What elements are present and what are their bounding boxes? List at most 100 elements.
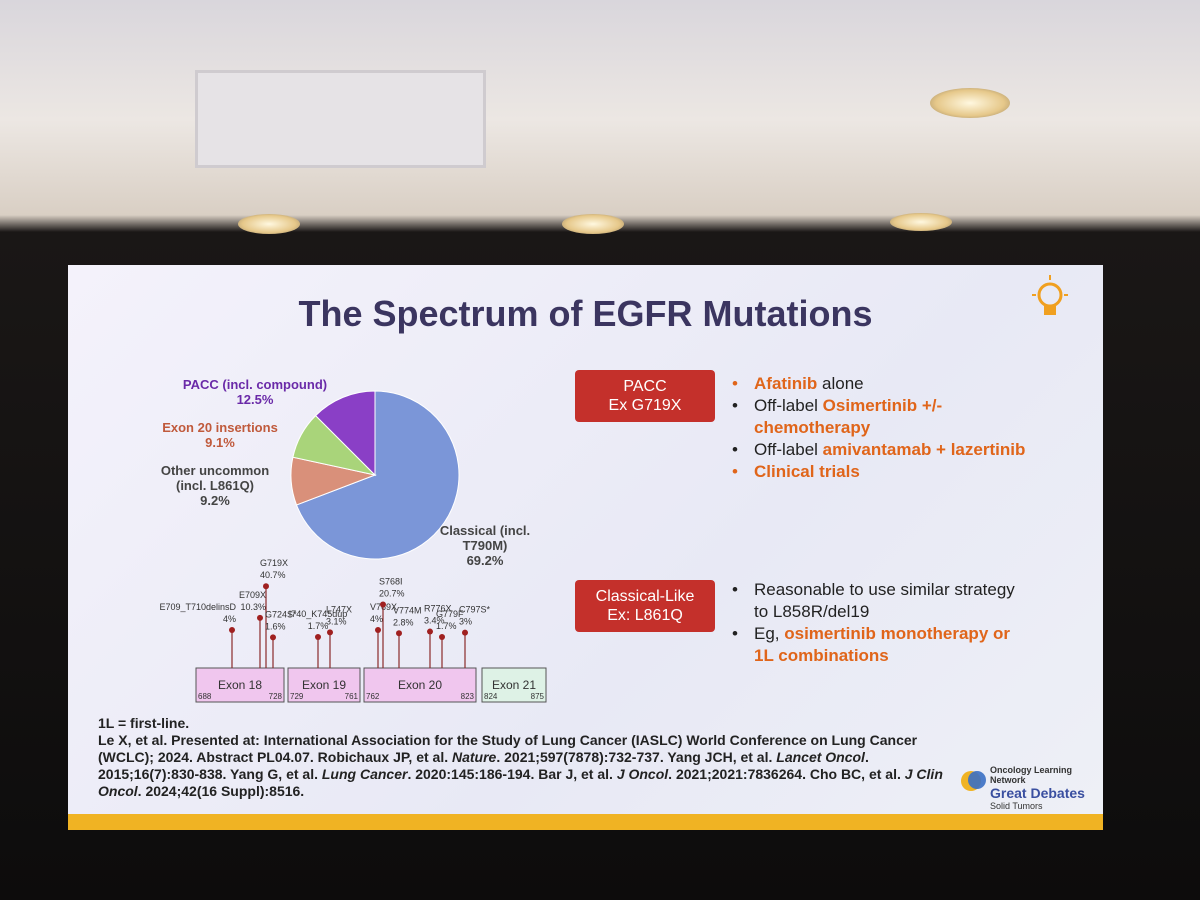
pie-label: Other uncommon (incl. L861Q) 9.2% [155,463,275,508]
footnotes: 1L = first-line. Le X, et al. Presented … [98,715,968,800]
mutation-dot [327,629,333,636]
pie-label: Exon 20 insertions 9.1% [150,420,290,450]
bullet-text: Clinical trials [754,462,860,481]
mutation-value: 1.7% [308,621,329,631]
footer-bar [68,814,1103,830]
mutation-value: 3.4% [424,616,445,626]
reference-text: . 2021;2021:7836264. Cho BC, et al. [668,766,905,782]
bullet-item: • Eg, osimertinib monotherapy or 1L combi… [728,623,1028,667]
logo-name: Great Debates [990,785,1085,801]
pie-slice [295,390,460,560]
pie-label: PACC (incl. compound) 12.5% [170,377,340,407]
bullet-text: Off-label [754,396,823,415]
bullet-item: • Afatinib alone [728,373,1028,395]
reference-text: Lancet Oncol [776,749,865,765]
exon-start: 762 [366,692,380,701]
mutation-value: 20.7% [379,589,405,599]
exon-start: 729 [290,692,304,701]
bullet-item: • Off-label amivantamab + lazertinib [728,439,1028,461]
exon-label: Exon 21 [492,678,536,692]
slide-title: The Spectrum of EGFR Mutations [298,293,873,334]
exon-box [363,667,477,703]
bullet-item: • Clinical trials [728,461,1028,483]
mutation-value: 10.3% [240,602,266,612]
mutation-value: 4% [370,614,383,624]
mutation-value: 3% [459,617,472,627]
pie-label: Classical (incl. T790M) 69.2% [430,523,540,568]
mutation-dot [257,614,263,621]
bullet-dot: • [732,624,738,643]
exon-box [195,667,285,703]
slide: The Spectrum of EGFR Mutations Exon 18 68… [68,265,1103,830]
category-label: Classical (incl. T790M) [439,523,531,553]
bullet-text: alone [817,374,864,393]
references: Le X, et al. Presented at: International… [98,732,968,800]
value-label: 9.2% [200,493,230,508]
mutation-value: 1.7% [436,621,457,631]
bullet-list: • Reasonable to use similar strategy to L… [728,579,1028,667]
bullet-item: • Off-label Osimertinib +/- chemotherapy [728,395,1028,439]
exon-label: Exon 18 [218,678,262,692]
strategy-label: Ex: L861Q [607,607,683,624]
reference-text: Nature [452,749,497,765]
bullet-list: • Afatinib alone • Off-label Osimertinib +/… [728,373,1028,483]
mutation-dot [315,633,321,640]
bullet-text: Afatinib [754,374,818,393]
logo: Oncology Learning Network Great Debates … [960,765,1100,811]
value-label: 69.2% [466,553,504,568]
mutation-dot [439,633,445,640]
mutation-value: 2.8% [393,617,414,627]
lightbulb-icon [1032,275,1068,315]
bullet-text: Reasonable to use similar strategy to L8… [754,580,1015,621]
ceiling-lamp [238,214,300,234]
mutation-name: R776X [424,604,452,614]
mutation-name: S768I [379,577,403,587]
reference-text: . 2020:145:186-194. Bar J, et al. [407,766,617,782]
reference-text: Le X, et al. Presented at: International… [98,732,918,765]
strategy-box: Classical-Like Ex: L861Q [575,580,715,632]
mutation-dot [427,628,433,635]
footnote: 1L = first-line. [98,715,190,731]
bullet-text: Off-label [754,440,823,459]
mutation-name: E709_T710delinsD [159,602,236,612]
reference-text: . 2015;16(7):830-838. Yang G, et al. [98,749,869,782]
exon-label: Exon 20 [398,678,442,692]
reference-text: J Clin Oncol [98,766,943,799]
exon-box [287,667,361,703]
mutation-name: G724S* [265,609,297,619]
bullet-dot: • [732,580,738,599]
mutation-name: G719X [260,558,288,568]
mutation-value: 3.1% [326,616,347,626]
reference-text: . 2024;42(16 Suppl):8516. [137,783,305,799]
mutation-name: G779F [436,609,464,619]
reference-text: J Oncol [616,766,669,782]
exon-end: 761 [345,692,359,701]
strategy-label: PACC [623,378,667,395]
category-label: Exon 20 insertions [162,420,278,435]
mutation-name: L747X [326,604,352,614]
exon-end: 823 [461,692,475,701]
ceiling-vent [195,70,486,168]
mutation-dot [270,634,276,641]
strategy-label: Ex G719X [608,397,682,414]
ceiling-lamp [930,88,1010,118]
exon-end: 875 [531,692,545,701]
mutation-dot [229,627,235,633]
strategy-box: PACC Ex G719X [575,370,715,422]
bullet-text: Eg, [754,624,785,643]
exon-start: 824 [484,692,498,701]
mutation-value: 40.7% [260,570,286,580]
category-label: Other uncommon (incl. L861Q) [160,463,270,493]
value-label: 12.5% [236,392,274,407]
value-label: 9.1% [205,435,235,450]
bullet-text: amivantamab + lazertinib [822,440,1026,459]
logo-icon [961,771,986,791]
bullet-text: osimertinib monotherapy or 1L combinatio… [754,624,1010,665]
exon-end: 728 [269,692,283,701]
mutation-value: 4% [223,614,236,624]
mutation-dot [462,629,468,636]
bullet-dot: • [732,440,738,459]
mutation-dot [375,627,381,633]
category-label: PACC (incl. compound) [182,377,328,392]
